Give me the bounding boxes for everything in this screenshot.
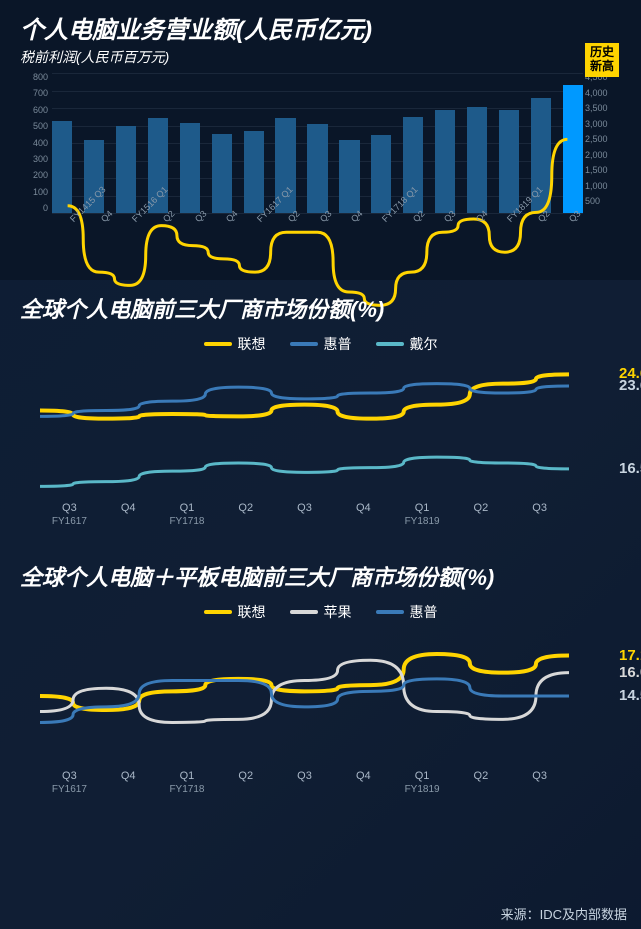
chart2-plot: 24.623.616.5 — [40, 358, 569, 498]
legend-label: 戴尔 — [410, 334, 438, 354]
chart2-x-axis: Q3FY1617Q4Q1FY1718Q2Q3Q4Q1FY1819Q2Q3 — [40, 502, 569, 542]
x-tick: Q1FY1819 — [393, 770, 452, 810]
chart3-plot: 17.116.014.5 — [40, 626, 569, 766]
legend-swatch — [376, 610, 404, 614]
chart3-title: 全球个人电脑＋平板电脑前三大厂商市场份额(%) — [20, 548, 621, 592]
legend-item: 苹果 — [290, 602, 352, 622]
legend-item: 联想 — [204, 334, 266, 354]
x-tick: Q2 — [451, 770, 510, 810]
x-tick: Q2 — [216, 502, 275, 542]
legend-swatch — [204, 610, 232, 614]
badge-line2: 新高 — [590, 59, 614, 73]
series-end-label: 23.6 — [619, 377, 641, 394]
chart1-badge: 历史 新高 — [585, 43, 619, 77]
x-tick: Q3 — [275, 770, 334, 810]
chart1-y-left: 8007006005004003002001000 — [22, 73, 48, 213]
legend-label: 惠普 — [324, 334, 352, 354]
series-end-label: 16.0 — [619, 664, 641, 681]
x-tick: Q1FY1819 — [393, 502, 452, 542]
x-tick: Q3 — [275, 502, 334, 542]
legend-swatch — [204, 342, 232, 346]
chart2-title: 全球个人电脑前三大厂商市场份额(%) — [20, 280, 621, 324]
series-end-label: 14.5 — [619, 687, 641, 704]
x-tick: Q3FY1617 — [40, 502, 99, 542]
x-tick: Q3 — [510, 502, 569, 542]
chart3-panel: 全球个人电脑＋平板电脑前三大厂商市场份额(%) 联想苹果惠普 17.116.01… — [0, 548, 641, 810]
chart2-legend: 联想 惠普 戴尔 — [20, 334, 621, 354]
chart1-plot: 8007006005004003002001000 4,5004,0003,50… — [52, 73, 583, 213]
x-tick: Q2 — [216, 770, 275, 810]
legend-item: 惠普 — [290, 334, 352, 354]
source-text: 来源：IDC及内部数据 — [501, 904, 627, 923]
legend-label: 联想 — [238, 334, 266, 354]
chart2-svg — [40, 358, 569, 498]
chart3-svg — [40, 626, 569, 766]
chart2-panel: 全球个人电脑前三大厂商市场份额(%) 联想 惠普 戴尔 24.623.616.5 Q… — [0, 280, 641, 542]
x-tick: Q4 — [99, 770, 158, 810]
x-tick: Q4 — [99, 502, 158, 542]
x-tick: Q1FY1718 — [158, 770, 217, 810]
x-tick: Q3 — [510, 770, 569, 810]
chart1-subtitle: 税前利润(人民币百万元) — [20, 47, 621, 67]
legend-item: 惠普 — [376, 602, 438, 622]
legend-swatch — [290, 342, 318, 346]
legend-label: 苹果 — [324, 602, 352, 622]
legend-label: 联想 — [238, 602, 266, 622]
x-tick: Q4 — [334, 770, 393, 810]
x-tick: Q4 — [334, 502, 393, 542]
chart3-legend: 联想 苹果 惠普 — [20, 602, 621, 622]
legend-swatch — [376, 342, 404, 346]
badge-line1: 历史 — [590, 45, 614, 59]
x-tick: Q2 — [451, 502, 510, 542]
legend-item: 联想 — [204, 602, 266, 622]
chart1-title: 个人电脑业务营业额(人民币亿元) — [20, 0, 621, 45]
series-end-label: 17.1 — [619, 647, 641, 664]
legend-swatch — [290, 610, 318, 614]
x-tick: Q3FY1617 — [40, 770, 99, 810]
chart1-panel: 个人电脑业务营业额(人民币亿元) 税前利润(人民币百万元) 8007006005… — [0, 0, 641, 290]
legend-item: 戴尔 — [376, 334, 438, 354]
legend-label: 惠普 — [410, 602, 438, 622]
x-tick: Q1FY1718 — [158, 502, 217, 542]
chart1-y-right: 4,5004,0003,5003,0002,5002,0001,5001,000… — [585, 73, 619, 213]
series-end-label: 16.5 — [619, 460, 641, 477]
chart3-x-axis: Q3FY1617Q4Q1FY1718Q2Q3Q4Q1FY1819Q2Q3 — [40, 770, 569, 810]
